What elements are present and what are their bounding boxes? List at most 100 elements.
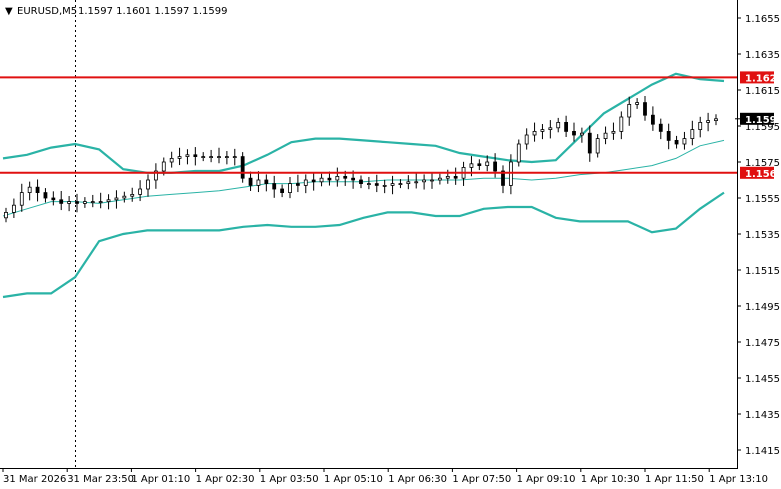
candle-body (501, 170, 505, 186)
candle-body (351, 177, 356, 181)
candle-body (366, 183, 371, 186)
candle-body (130, 193, 135, 197)
candle (477, 159, 482, 171)
candle-body (430, 179, 434, 182)
candle (635, 98, 640, 109)
price-axis[interactable]: 1.1655 1.1635 1.1615 1.1595 1.1575 1.1555 1.15… (737, 14, 780, 457)
candle (619, 111, 624, 140)
candle-body (114, 197, 119, 201)
candle (217, 147, 221, 164)
candle (430, 172, 434, 189)
candle (587, 125, 592, 162)
candle (130, 187, 135, 202)
level-price-tag (740, 71, 774, 84)
candle (674, 135, 679, 149)
current-price-tag (740, 112, 774, 125)
candle-body (343, 175, 348, 179)
candle-body (43, 192, 48, 199)
candle (666, 123, 671, 150)
candle (248, 171, 253, 191)
candle-body (75, 201, 79, 204)
candle (146, 174, 150, 197)
candle-body (698, 122, 703, 131)
candle (564, 115, 569, 137)
candle (398, 179, 403, 189)
candle (185, 149, 190, 165)
candle-body (264, 179, 269, 184)
candle-body (153, 170, 158, 181)
candle (327, 171, 332, 186)
candle (682, 131, 687, 150)
candle-body (256, 179, 261, 186)
candle-body (643, 102, 647, 116)
candle (114, 190, 119, 209)
candle (201, 152, 206, 162)
candle (169, 151, 174, 168)
candle-body (572, 130, 576, 136)
candle (295, 174, 300, 193)
candle-body (674, 139, 679, 145)
candle-body (690, 129, 695, 140)
candle (548, 120, 553, 139)
candle (643, 95, 647, 121)
candle-body (4, 211, 8, 219)
candle-body (382, 184, 387, 187)
candle-body (374, 183, 379, 186)
header-arrow-icon[interactable]: ▼ (5, 6, 13, 17)
candle-body (477, 163, 482, 167)
candle-body (240, 156, 245, 179)
time-axis[interactable]: 31 Mar 2026 31 Mar 23:501 Apr 01:10 1 Apr … (2, 468, 768, 485)
candle-body (11, 204, 16, 213)
candle (138, 180, 143, 202)
candle-body (627, 104, 632, 118)
x-tick-label: 1 Apr 06:30 (388, 474, 447, 485)
x-tick-label: 1 Apr 13:10 (709, 474, 768, 485)
candle (335, 167, 340, 187)
candle-body (532, 130, 537, 136)
candle-body (658, 123, 663, 132)
candle (603, 126, 608, 145)
candle (35, 179, 40, 202)
candle (595, 134, 600, 158)
y-tick-label: 1.1615 (745, 86, 780, 97)
candle (532, 122, 537, 142)
candle (82, 197, 87, 208)
candle (177, 147, 182, 166)
candle (611, 122, 616, 140)
candle-body (201, 156, 206, 159)
upper-band-line (2, 72, 725, 174)
candle-body (59, 199, 64, 204)
level-price-label: 1.1622 (745, 73, 781, 84)
horizontal-levels[interactable]: 1.1622 1.1569 1.1599 (0, 71, 781, 180)
candle-body (469, 163, 474, 168)
candle (706, 112, 711, 132)
candle (288, 176, 292, 199)
candle-body (161, 161, 166, 172)
candle-body (666, 130, 671, 141)
candle-body (564, 122, 569, 132)
candle-body (603, 132, 608, 139)
y-tick-label: 1.1535 (745, 230, 780, 241)
candle (714, 114, 718, 126)
candle-body (27, 186, 32, 193)
x-tick-label: 1 Apr 02:30 (196, 474, 255, 485)
candle-body (635, 102, 640, 105)
candle-body (193, 154, 198, 158)
ohlc-values: 1.1597 1.1601 1.1597 1.1599 (78, 6, 228, 17)
candle (280, 184, 285, 198)
candle (658, 118, 663, 140)
candle (264, 174, 269, 192)
candle-body (138, 188, 143, 195)
candle (75, 193, 79, 213)
candle-body (398, 183, 403, 186)
candle-body (303, 179, 308, 186)
candle (19, 183, 24, 212)
y-tick-label: 1.1575 (745, 158, 780, 169)
y-tick-label: 1.1475 (745, 338, 780, 349)
candle (90, 194, 95, 208)
chart-header: ▼ EURUSD,M5 1.1597 1.1601 1.1597 1.1599 (5, 6, 228, 17)
x-tick-label: 1 Apr 07:50 (452, 474, 511, 485)
candle (67, 196, 72, 212)
